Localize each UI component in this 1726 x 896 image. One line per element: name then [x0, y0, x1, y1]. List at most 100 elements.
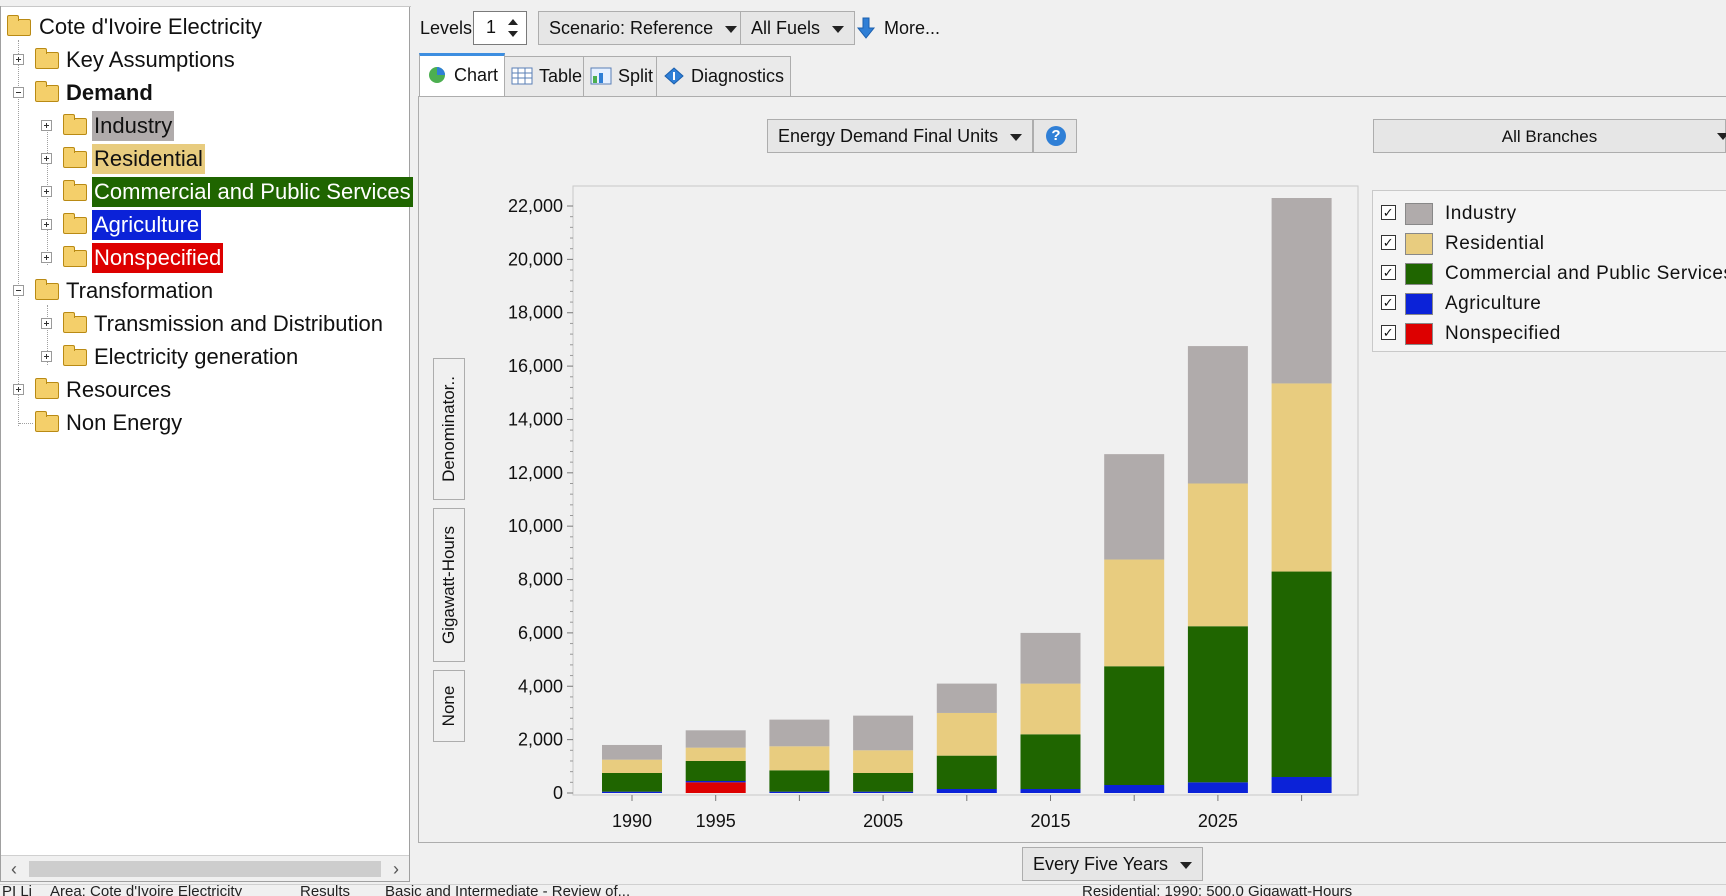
expand-icon[interactable] [41, 186, 52, 197]
period-select-label: Every Five Years [1033, 854, 1169, 874]
folder-open-icon [35, 279, 59, 300]
folder-icon [63, 180, 87, 201]
folder-icon [63, 312, 87, 333]
status-field: Basic and Intermediate - Review of... [385, 884, 631, 896]
folder-open-icon [35, 81, 59, 102]
legend-swatch [1405, 203, 1433, 225]
expand-icon[interactable] [41, 351, 52, 362]
collapse-icon[interactable] [13, 285, 24, 296]
tree-guide [47, 305, 48, 365]
tree-item-label: Demand [66, 80, 153, 105]
fuels-select[interactable]: All Fuels [740, 11, 856, 45]
scenario-select-label: Scenario: Reference [549, 18, 714, 38]
legend-label: Commercial and Public Services [1445, 263, 1726, 284]
legend-label: Industry [1445, 203, 1517, 224]
split-icon [590, 67, 612, 85]
legend-checkbox[interactable]: ✓ [1381, 235, 1396, 250]
units-select[interactable]: Energy Demand Final Units [767, 119, 1034, 153]
tree-guide [19, 423, 33, 424]
spin-down-icon[interactable] [508, 31, 518, 37]
units-select-label: Energy Demand Final Units [778, 126, 999, 146]
expand-icon[interactable] [13, 384, 24, 395]
chevron-down-icon [1180, 861, 1193, 869]
collapse-icon[interactable] [13, 87, 24, 98]
tab-label: Chart [454, 65, 499, 85]
expand-icon[interactable] [13, 54, 24, 65]
folder-icon [35, 411, 59, 432]
help-button[interactable]: ? [1033, 119, 1077, 153]
status-field: PI Li [2, 884, 33, 896]
tree-item-label: Industry [92, 111, 175, 141]
tree-item-label: Non Energy [66, 410, 183, 435]
levels-label: Levels: [420, 18, 478, 38]
status-field: Area: Cote d'Ivoire Electricity [50, 884, 243, 896]
chevron-down-icon [1010, 133, 1023, 141]
unit-tab[interactable]: Gigawatt-Hours [433, 508, 465, 662]
spin-up-icon[interactable] [508, 19, 518, 25]
more-label: More... [884, 18, 941, 38]
levels-spinner[interactable]: 1 [473, 11, 527, 45]
legend-label: Residential [1445, 233, 1545, 254]
legend-label: Nonspecified [1445, 323, 1561, 344]
legend-swatch [1405, 293, 1433, 315]
branches-select-label: All Branches [1501, 127, 1598, 146]
diagnostics-icon [664, 67, 684, 85]
denominator-tab[interactable]: Denominator.. [433, 358, 465, 500]
tree-item-label: Key Assumptions [66, 47, 235, 72]
legend-swatch [1405, 323, 1433, 345]
tree-item-label: Agriculture [92, 210, 202, 240]
legend-checkbox[interactable]: ✓ [1381, 205, 1396, 220]
folder-icon [63, 147, 87, 168]
tree-item-label: Resources [66, 377, 172, 402]
scenario-select[interactable]: Scenario: Reference [538, 11, 749, 45]
folder-icon [63, 114, 87, 135]
legend-checkbox[interactable]: ✓ [1381, 325, 1396, 340]
horizontal-scrollbar[interactable]: ‹ › [1, 855, 409, 881]
legend-checkbox[interactable]: ✓ [1381, 265, 1396, 280]
table-icon [511, 67, 533, 85]
folder-icon [7, 15, 31, 36]
branches-select[interactable]: All Branches [1373, 119, 1726, 153]
folder-icon [35, 378, 59, 399]
expand-icon[interactable] [41, 120, 52, 131]
denominator-tab-label: Denominator.. [439, 376, 458, 482]
tab-label: Diagnostics [691, 66, 785, 86]
scroll-left-icon[interactable]: ‹ [11, 859, 17, 879]
expand-icon[interactable] [41, 219, 52, 230]
tree-guide [18, 40, 19, 426]
tab-chart[interactable]: Chart [419, 53, 506, 97]
tree-item-label: Commercial and Public Services [92, 177, 413, 207]
chevron-down-icon [1717, 133, 1726, 140]
scroll-right-icon[interactable]: › [393, 859, 399, 879]
scrollbar-thumb[interactable] [29, 861, 381, 877]
tree-top-strip [1, 1, 411, 7]
folder-icon [35, 48, 59, 69]
folder-icon [63, 345, 87, 366]
tab-label: Table [539, 66, 583, 86]
levels-value: 1 [486, 17, 497, 37]
tree-item-label: Transmission and Distribution [94, 311, 383, 336]
chevron-down-icon [725, 25, 738, 33]
tree-root-label: Cote d'Ivoire Electricity [39, 14, 263, 39]
legend-label: Agriculture [1445, 293, 1542, 314]
arrow-down-icon [856, 17, 876, 39]
tree-item-label: Residential [92, 144, 205, 174]
tab-diagnostics[interactable]: Diagnostics [656, 56, 792, 96]
tree-item-label: Electricity generation [94, 344, 299, 369]
period-select[interactable]: Every Five Years [1022, 847, 1204, 881]
tree-panel[interactable]: Cote d'Ivoire Electricity Key Assumption… [0, 1, 413, 882]
fuels-select-label: All Fuels [751, 18, 821, 38]
expand-icon[interactable] [41, 318, 52, 329]
status-field: Results [300, 884, 351, 896]
folder-icon [63, 213, 87, 234]
chart-legend: ✓ Industry ✓ Residential ✓ Commercial and Pub… [1372, 190, 1726, 352]
tree-item-label: Nonspecified [92, 243, 224, 273]
expand-icon[interactable] [41, 252, 52, 263]
expand-icon[interactable] [41, 153, 52, 164]
status-bar: PI Li Area: Cote d'Ivoire Electricity Re… [0, 884, 1726, 896]
tab-split[interactable]: Split [583, 56, 661, 96]
legend-swatch [1405, 263, 1433, 285]
tab-table[interactable]: Table [504, 56, 590, 96]
none-tab[interactable]: None [433, 670, 465, 742]
legend-checkbox[interactable]: ✓ [1381, 295, 1396, 310]
